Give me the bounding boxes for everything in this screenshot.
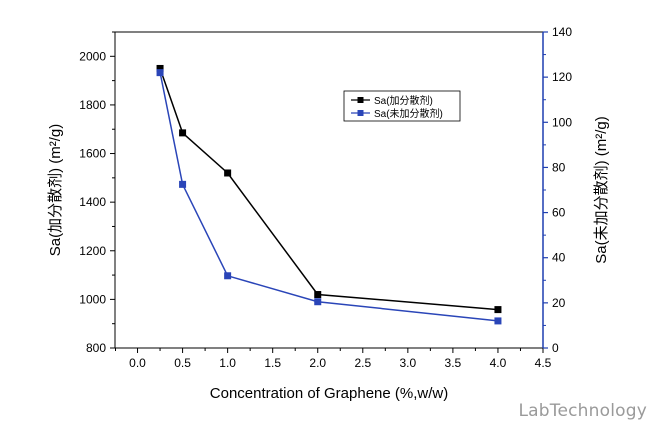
series-layer <box>156 64 502 325</box>
series-2-point <box>494 317 502 325</box>
left-tick-label: 800 <box>86 341 106 355</box>
left-tick-label: 1600 <box>79 147 106 161</box>
series-2-point <box>179 180 187 188</box>
left-axis-title: Sa(加分散剂) (m²/g) <box>47 124 64 257</box>
plot-frame <box>114 31 544 349</box>
legend-marker-series-1 <box>357 97 364 103</box>
series-1-point <box>179 129 187 137</box>
x-tick-label: 1.5 <box>264 356 281 370</box>
legend: Sa(加分散剂) Sa(未加分散剂) <box>343 90 461 122</box>
legend-marker-series-2 <box>357 110 364 116</box>
series-1-point <box>224 169 232 177</box>
x-tick-label: 0.5 <box>174 356 191 370</box>
x-tick-label: 1.0 <box>219 356 236 370</box>
right-tick-label: 60 <box>552 206 566 220</box>
left-tick-label: 2000 <box>79 49 106 63</box>
series-2-point <box>156 69 164 77</box>
x-tick-label: 3.0 <box>399 356 416 370</box>
right-tick-label: 20 <box>552 296 566 310</box>
right-axis-title: Sa(未加分散剂) (m²/g) <box>593 116 610 264</box>
right-tick-label: 40 <box>552 251 566 265</box>
series-1-point <box>494 306 502 314</box>
series-2-point <box>314 298 322 306</box>
right-tick-label: 80 <box>552 160 566 174</box>
right-tick-label: 0 <box>552 341 559 355</box>
x-tick-label: 2.0 <box>309 356 326 370</box>
legend-label-series-2: Sa(未加分散剂) <box>374 107 443 120</box>
left-axis-ticks: 800 1000 1200 1400 1600 1800 2000 <box>79 31 115 355</box>
x-tick-label: 0.0 <box>129 356 146 370</box>
x-tick-label: 3.5 <box>445 356 462 370</box>
left-tick-label: 1800 <box>79 98 106 112</box>
watermark-text: LabTechnology <box>518 401 647 421</box>
x-axis-title: Concentration of Graphene (%,w/w) <box>210 385 448 402</box>
legend-label-series-1: Sa(加分散剂) <box>374 94 433 107</box>
x-tick-label: 4.5 <box>535 356 552 370</box>
x-axis-ticks: 0.0 0.5 1.0 1.5 2.0 2.5 3.0 3.5 4.0 4.5 <box>115 348 552 370</box>
left-tick-label: 1200 <box>79 244 106 258</box>
right-tick-label: 140 <box>552 25 572 39</box>
series-1-point <box>156 64 164 72</box>
right-tick-label: 120 <box>552 70 572 84</box>
series-1-point <box>314 291 322 299</box>
left-tick-label: 1000 <box>79 292 106 306</box>
series-2-point <box>224 272 232 280</box>
x-tick-label: 2.5 <box>354 356 371 370</box>
right-tick-label: 100 <box>552 115 572 129</box>
right-axis-ticks: 0 20 40 60 80 100 120 140 <box>543 25 572 355</box>
left-tick-label: 1400 <box>79 195 106 209</box>
x-tick-label: 4.0 <box>490 356 507 370</box>
